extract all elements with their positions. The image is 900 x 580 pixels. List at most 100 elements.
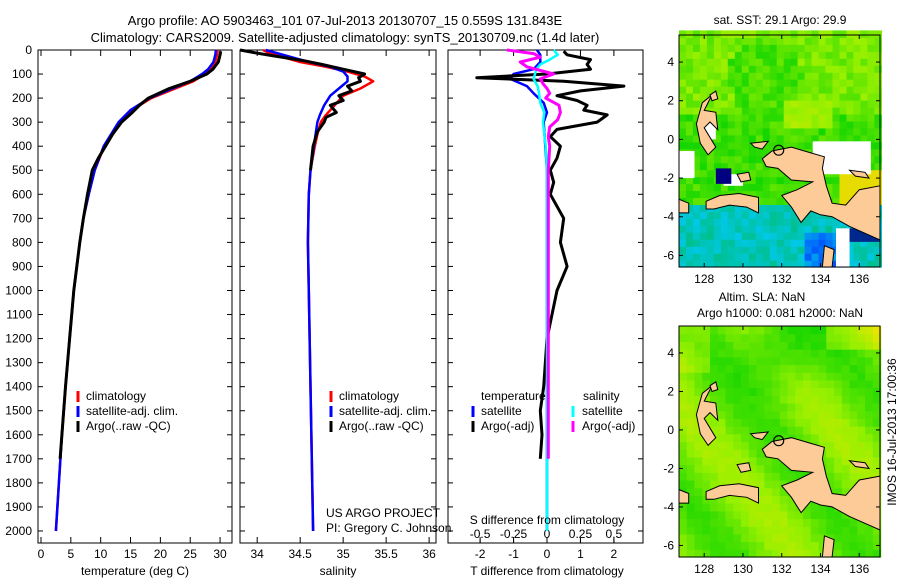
map-grid-cell	[867, 141, 875, 150]
map-grid-cell	[720, 79, 729, 87]
temperature-series-satellite-adj-clim-	[54, 49, 218, 532]
map-grid-cell	[810, 341, 820, 350]
map-grid-cell	[865, 395, 874, 404]
map-grid-cell	[832, 93, 841, 101]
map-grid-cell	[772, 418, 781, 427]
map-grid-cell	[853, 176, 861, 185]
map-grid-cell	[725, 410, 734, 419]
map-grid-cell	[694, 333, 703, 342]
map-grid-cell	[755, 225, 764, 233]
map-grid-cell	[694, 533, 703, 543]
map-grid-cell	[679, 93, 687, 101]
map-grid-cell	[710, 472, 719, 481]
map-grid-cell	[810, 403, 820, 412]
map-grid-cell	[867, 239, 875, 247]
map-grid-cell	[779, 487, 789, 496]
map-grid-cell	[790, 232, 799, 240]
map-grid-cell	[779, 433, 789, 443]
map-grid-cell	[720, 30, 729, 38]
map-grid-cell	[787, 326, 796, 335]
map-grid-cell	[804, 253, 813, 261]
differences-xtick-label: -2	[475, 547, 486, 561]
map-grid-cell	[734, 162, 743, 171]
map-grid-cell	[748, 218, 757, 226]
map-grid-cell	[818, 341, 827, 350]
map-grid-cell	[694, 464, 703, 473]
map-grid-cell	[706, 86, 715, 94]
map-grid-cell	[839, 51, 848, 59]
map-grid-cell	[693, 176, 701, 185]
map-grid-cell	[756, 456, 765, 466]
map-grid-cell	[867, 79, 875, 87]
map-grid-cell	[686, 260, 694, 268]
map-grid-cell	[741, 387, 750, 396]
map-grid-cell	[865, 333, 874, 342]
depth-tick-label: 1500	[5, 404, 32, 418]
map-grid-cell	[818, 225, 827, 233]
map-grid-cell	[841, 364, 851, 373]
depth-tick-label: 400	[12, 139, 32, 153]
map-grid-cell	[717, 379, 727, 389]
depth-tick-label: 300	[12, 115, 32, 129]
map-grid-cell	[860, 106, 868, 115]
temperature-xlabel: temperature (deg C)	[81, 564, 189, 578]
map-grid-cell	[769, 79, 778, 87]
map-grid-cell	[686, 106, 694, 115]
map-grid-cell	[874, 239, 882, 247]
map-grid-cell	[811, 232, 820, 240]
map-grid-cell	[818, 100, 827, 108]
map-grid-cell	[715, 168, 732, 184]
map-grid-cell	[832, 218, 841, 226]
map-grid-cell	[727, 30, 736, 38]
map-grid-cell	[779, 395, 789, 404]
map-grid-cell	[769, 134, 778, 143]
map-grid-cell	[797, 30, 806, 38]
map-grid-cell	[874, 37, 882, 45]
map-grid-cell	[779, 379, 789, 389]
map-grid-cell	[693, 127, 701, 136]
map-grid-cell	[849, 464, 858, 473]
map-grid-cell	[790, 246, 799, 254]
map-grid-cell	[741, 541, 750, 550]
map-grid-cell	[686, 37, 694, 45]
map-grid-cell	[865, 541, 874, 550]
map-grid-cell	[764, 349, 773, 358]
map-grid-cell	[825, 239, 834, 247]
map-grid-cell	[867, 37, 875, 45]
map-grid-cell	[710, 364, 719, 373]
map-grid-cell	[741, 495, 750, 504]
map-grid-cell	[748, 113, 757, 122]
sst_map-frame	[678, 34, 881, 268]
map-grid-cell	[699, 79, 708, 87]
map-grid-cell	[832, 44, 841, 52]
map-grid-cell	[764, 433, 773, 443]
salinity-legend-label: climatology	[339, 389, 399, 403]
map-grid-cell	[846, 86, 855, 94]
map-grid-cell	[818, 372, 827, 381]
map-grid-cell	[872, 526, 882, 535]
map-grid-cell	[720, 134, 729, 143]
map-grid-cell	[818, 379, 827, 389]
map-grid-cell	[679, 86, 687, 94]
map-grid-cell	[720, 204, 729, 212]
sla_map-xtick-label: 134	[810, 562, 830, 576]
map-grid-cell	[710, 395, 719, 404]
map-grid-cell	[755, 65, 764, 73]
map-grid-cell	[733, 433, 742, 443]
map-grid-cell	[717, 480, 727, 489]
map-grid-cell	[776, 183, 785, 192]
map-grid-cell	[720, 253, 729, 261]
map-grid-cell	[734, 260, 743, 268]
map-grid-cell	[741, 58, 750, 66]
map-grid-cell	[727, 93, 736, 101]
map-grid-cell	[860, 30, 868, 38]
map-grid-cell	[772, 372, 781, 381]
map-grid-cell	[733, 526, 742, 535]
map-grid-cell	[826, 441, 835, 450]
map-grid-cell	[748, 176, 757, 185]
map-grid-cell	[790, 106, 799, 115]
map-grid-cell	[779, 472, 789, 481]
map-grid-cell	[783, 58, 792, 66]
map-grid-cell	[756, 349, 765, 358]
